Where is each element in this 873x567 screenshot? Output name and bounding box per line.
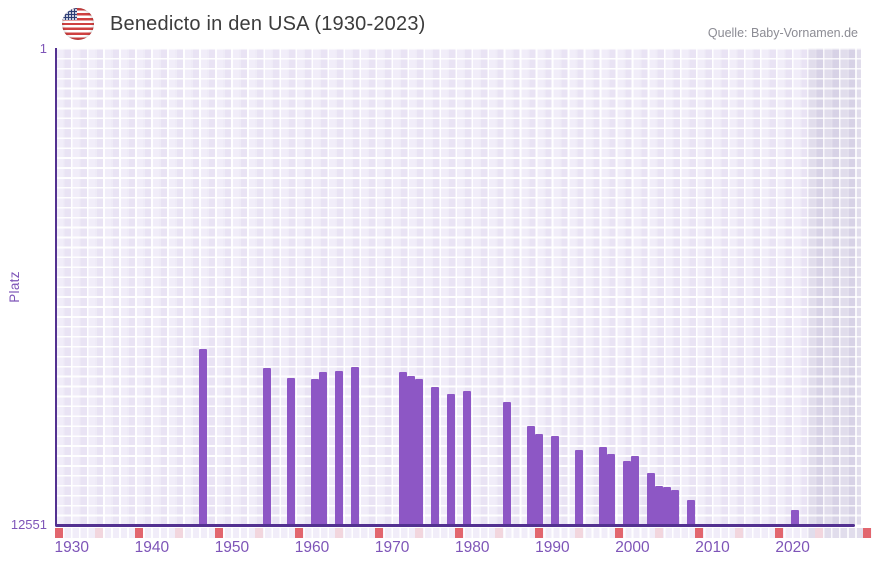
no-data-region-strip — [807, 528, 872, 538]
bar-1965[interactable] — [334, 371, 343, 525]
y-axis-title: Platz — [7, 271, 22, 303]
source-label: Quelle: Baby-Vornamen.de — [707, 26, 858, 40]
y-axis-line — [55, 48, 57, 525]
bar-1981[interactable] — [463, 391, 471, 525]
bar-1975[interactable] — [414, 379, 423, 525]
bar-1959[interactable] — [286, 378, 295, 525]
x-tick-1980 — [455, 528, 463, 538]
bar-2005[interactable] — [655, 486, 664, 525]
bar-2009[interactable] — [687, 500, 696, 525]
x-axis-labels: 1930 1940 1950 1960 1970 1980 1990 2000 2010 2020 — [55, 539, 873, 559]
chart-header: Benedicto in den USA (1930-2023) Quelle:… — [0, 0, 873, 46]
bar-1989[interactable] — [527, 426, 536, 525]
bar-1992[interactable] — [551, 436, 560, 525]
x-axis-line — [55, 524, 855, 527]
x-label-2020: 2020 — [775, 539, 810, 556]
x-tick-1930 — [55, 528, 63, 538]
bar-1963[interactable] — [318, 372, 327, 525]
bar-1948[interactable] — [198, 349, 207, 525]
bar-2022[interactable] — [791, 509, 800, 525]
bar-1974[interactable] — [406, 376, 415, 525]
bar-1977[interactable] — [430, 387, 439, 525]
bar-2004[interactable] — [647, 473, 656, 525]
x-tick-2025 — [815, 528, 824, 538]
x-label-1960: 1960 — [294, 539, 330, 556]
x-tick-strip — [55, 528, 872, 538]
y-tick-label-bottom: 12551 — [10, 517, 47, 532]
us-flag-canton — [62, 8, 77, 21]
bar-2001[interactable] — [623, 461, 632, 525]
x-tick-2020 — [775, 528, 784, 538]
x-label-1980: 1980 — [455, 539, 490, 556]
x-label-1970: 1970 — [374, 539, 410, 556]
x-tick-1955 — [254, 528, 263, 538]
bar-1998[interactable] — [599, 447, 608, 525]
x-tick-1990 — [535, 528, 544, 538]
x-tick-1950 — [214, 528, 223, 538]
x-tick-2000 — [615, 528, 624, 538]
x-tick-2015 — [735, 528, 744, 538]
x-label-1930: 1930 — [54, 539, 89, 556]
no-data-region — [807, 48, 861, 525]
x-axis-end-tick — [863, 528, 871, 538]
bar-1973[interactable] — [398, 372, 407, 525]
bar-2006[interactable] — [663, 486, 672, 525]
x-tick-1975 — [414, 528, 423, 538]
bar-1990[interactable] — [535, 434, 544, 525]
bar-1979[interactable] — [446, 394, 455, 525]
x-tick-1960 — [294, 528, 303, 538]
x-label-1940: 1940 — [134, 539, 170, 556]
x-tick-2010 — [695, 528, 704, 538]
bar-1962[interactable] — [310, 379, 319, 525]
x-tick-1935 — [94, 528, 103, 538]
bar-2002[interactable] — [631, 456, 640, 525]
x-tick-1995 — [575, 528, 584, 538]
x-tick-2005 — [655, 528, 664, 538]
bar-1986[interactable] — [503, 402, 512, 525]
x-tick-1970 — [374, 528, 383, 538]
x-tick-1945 — [174, 528, 183, 538]
bar-1956[interactable] — [262, 368, 271, 525]
bar-1995[interactable] — [575, 450, 584, 525]
bar-2007[interactable] — [671, 490, 680, 525]
bar-1999[interactable] — [607, 453, 616, 525]
us-flag-icon — [62, 8, 94, 40]
y-tick-label-top: 1 — [39, 41, 47, 56]
plot-area — [55, 48, 861, 525]
chart-title: Benedicto in den USA (1930-2023) — [110, 13, 426, 35]
x-label-2010: 2010 — [695, 539, 730, 556]
x-label-2000: 2000 — [615, 539, 650, 556]
x-tick-1985 — [495, 528, 504, 538]
x-label-1990: 1990 — [535, 539, 570, 556]
bar-1967[interactable] — [350, 367, 359, 525]
x-tick-1940 — [134, 528, 143, 538]
x-label-1950: 1950 — [214, 539, 250, 556]
x-tick-1965 — [334, 528, 343, 538]
